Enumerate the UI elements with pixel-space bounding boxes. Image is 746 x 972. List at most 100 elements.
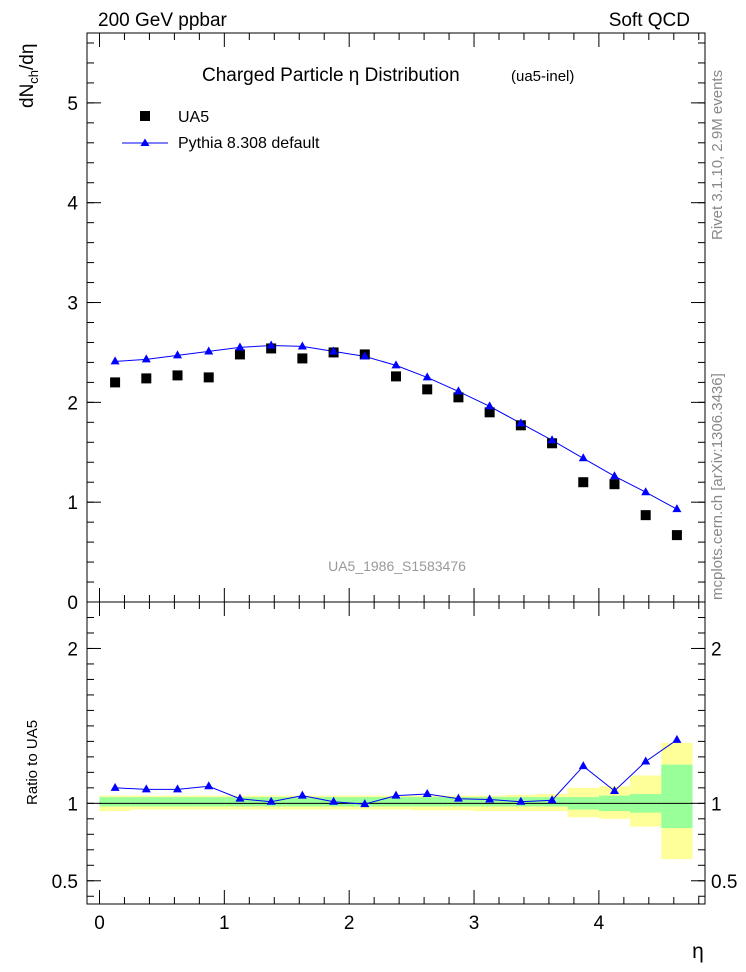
header-right-label: Soft QCD xyxy=(609,10,690,31)
ratio-panel: 0.5 0.5 1 1 2 2 0 1 2 3 4 Ratio to UA5 η xyxy=(24,601,737,963)
uncertainty-band-inner xyxy=(661,764,693,829)
ua5-point xyxy=(609,479,620,490)
ratio-pythia-point xyxy=(641,756,651,765)
pythia-point xyxy=(485,401,495,410)
ratio-pythia-point xyxy=(485,794,495,803)
pythia-point xyxy=(516,418,526,427)
uncertainty-band-inner xyxy=(411,797,443,807)
pythia-point xyxy=(297,341,307,350)
ua5-point xyxy=(172,370,183,381)
rivet-label: Rivet 3.1.10, 2.9M events xyxy=(709,70,726,240)
main-panel: 0 1 2 3 4 5 Charged Particle η Distribution (… xyxy=(17,32,706,614)
main-ylabel: dNch/dη xyxy=(17,44,41,108)
ratio-ytick-label-left: 2 xyxy=(67,639,78,660)
ratio-pythia-point xyxy=(360,799,370,808)
ua5-point xyxy=(203,372,214,383)
ratio-pythia-point xyxy=(173,784,183,793)
legend-label-ua5: UA5 xyxy=(178,109,209,126)
ratio-ytick-label-right: 1 xyxy=(711,794,722,815)
x-tick-label: 3 xyxy=(469,913,480,934)
main-ylabel-tail: /dη xyxy=(17,44,38,70)
pythia-point xyxy=(110,356,120,365)
ratio-pythia-point xyxy=(329,796,339,805)
main-marks xyxy=(110,340,682,541)
ratio-ytick-label-right: 2 xyxy=(711,639,722,660)
ua5-point xyxy=(640,510,651,521)
ratio-pythia-point xyxy=(672,734,682,743)
ratio-ytick-label-left: 1 xyxy=(67,794,78,815)
ratio-ylabel: Ratio to UA5 xyxy=(24,720,41,805)
ua5-point xyxy=(297,353,308,364)
ratio-pythia-point xyxy=(110,782,120,791)
ratio-frame xyxy=(86,601,706,905)
uncertainty-band-inner xyxy=(286,797,318,807)
ratio-pythia-point xyxy=(609,785,619,794)
pythia-point xyxy=(578,453,588,462)
pythia-point xyxy=(204,346,214,355)
pythia-point xyxy=(641,487,651,496)
header-left-label: 200 GeV ppbar xyxy=(98,10,228,31)
chart-title: Charged Particle η Distribution xyxy=(202,65,460,86)
pythia-point xyxy=(329,346,339,355)
x-tick-label: 0 xyxy=(94,913,105,934)
uncertainty-band-inner xyxy=(130,797,162,807)
pythia-point xyxy=(609,471,619,480)
uncertainty-band-inner xyxy=(224,797,256,807)
legend-label-pythia: Pythia 8.308 default xyxy=(178,135,320,152)
pythia-point xyxy=(173,350,183,359)
x-tick-label: 4 xyxy=(594,913,605,934)
ua5-point xyxy=(391,371,401,382)
uncertainty-band-inner xyxy=(193,797,225,807)
ua5-point xyxy=(484,407,495,418)
pythia-point xyxy=(235,342,245,351)
ratio-ytick-label-left: 0.5 xyxy=(52,872,78,893)
ratio-pythia-point xyxy=(141,784,151,793)
uncertainty-band-inner xyxy=(442,797,475,807)
main-axes: 0 1 2 3 4 5 xyxy=(67,33,705,614)
chart-subtitle: (ua5-inel) xyxy=(511,68,574,85)
ua5-point xyxy=(110,377,121,388)
ratio-pythia-point xyxy=(578,761,588,770)
pythia-point xyxy=(391,360,401,369)
main-ytick-label: 4 xyxy=(67,194,78,215)
ua5-point xyxy=(422,384,433,395)
uncertainty-band-inner xyxy=(161,797,194,807)
uncertainty-band-inner xyxy=(380,797,412,807)
ratio-marks xyxy=(110,734,682,808)
ua5-point xyxy=(578,477,589,488)
analysis-watermark: UA5_1986_S1583476 xyxy=(328,558,466,574)
pythia-point xyxy=(672,504,682,513)
mcplots-label: mcplots.cern.ch [arXiv:1306.3436] xyxy=(709,373,726,600)
ratio-pythia-point xyxy=(422,789,432,798)
ua5-point xyxy=(453,392,464,403)
ratio-pythia-point xyxy=(453,793,463,802)
ratio-pythia-point xyxy=(204,781,214,790)
pythia-point xyxy=(453,386,463,395)
pythia-point xyxy=(360,351,370,360)
pythia-point xyxy=(422,372,432,381)
main-ylabel-base: dN xyxy=(17,84,38,108)
x-tick-label: 2 xyxy=(344,913,355,934)
ratio-pythia-point xyxy=(235,793,245,802)
ua5-point xyxy=(141,373,152,384)
main-ytick-label: 0 xyxy=(67,593,78,614)
ratio-bands xyxy=(99,742,693,860)
legend-marker-pythia xyxy=(140,138,150,146)
ratio-pythia-point xyxy=(516,796,526,805)
x-tick-label: 1 xyxy=(219,913,230,934)
pythia-point xyxy=(266,340,276,349)
ratio-ytick-label-right: 0.5 xyxy=(711,872,737,893)
ratio-pythia-point xyxy=(297,790,307,799)
legend: UA5 Pythia 8.308 default xyxy=(122,109,320,152)
main-ylabel-sub: ch xyxy=(26,70,41,84)
pythia-point xyxy=(141,354,151,363)
x-axis-label: η xyxy=(692,940,704,963)
ua5-point xyxy=(671,530,682,541)
ua5-point xyxy=(234,349,245,360)
main-ytick-label: 1 xyxy=(67,493,78,514)
ratio-pythia-point xyxy=(266,796,276,805)
pythia-point xyxy=(547,435,557,444)
uncertainty-band-inner xyxy=(99,797,131,807)
legend-swatch-ua5 xyxy=(140,111,150,121)
